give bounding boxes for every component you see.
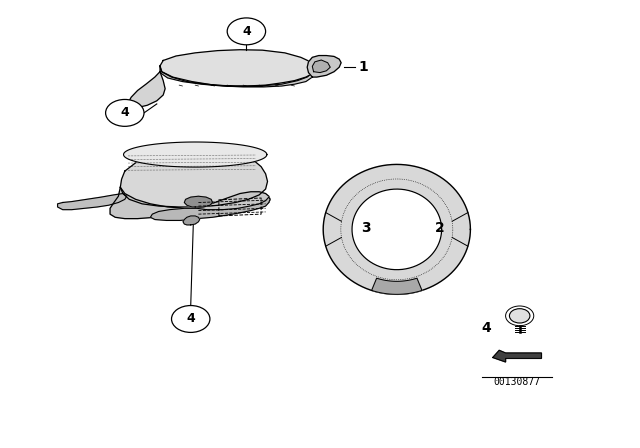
Polygon shape <box>150 197 270 220</box>
Polygon shape <box>58 194 127 210</box>
Polygon shape <box>184 196 212 207</box>
Text: 4: 4 <box>242 25 251 38</box>
Circle shape <box>106 99 144 126</box>
Polygon shape <box>493 350 541 362</box>
Text: 4: 4 <box>481 321 492 335</box>
Text: 00130877: 00130877 <box>493 377 541 387</box>
Text: 4: 4 <box>120 106 129 120</box>
Polygon shape <box>124 142 267 167</box>
Text: 3: 3 <box>362 221 371 236</box>
Polygon shape <box>312 60 330 73</box>
Polygon shape <box>183 216 200 225</box>
Polygon shape <box>110 187 270 219</box>
Polygon shape <box>352 189 442 270</box>
Polygon shape <box>160 50 317 86</box>
Polygon shape <box>323 164 470 294</box>
Polygon shape <box>160 66 312 87</box>
Polygon shape <box>307 56 341 77</box>
Polygon shape <box>372 278 422 294</box>
Text: 4: 4 <box>186 312 195 326</box>
Circle shape <box>172 306 210 332</box>
Circle shape <box>509 309 530 323</box>
Text: 1: 1 <box>358 60 368 74</box>
Circle shape <box>227 18 266 45</box>
Polygon shape <box>120 150 268 207</box>
Polygon shape <box>128 72 165 108</box>
Text: 2: 2 <box>435 221 445 236</box>
